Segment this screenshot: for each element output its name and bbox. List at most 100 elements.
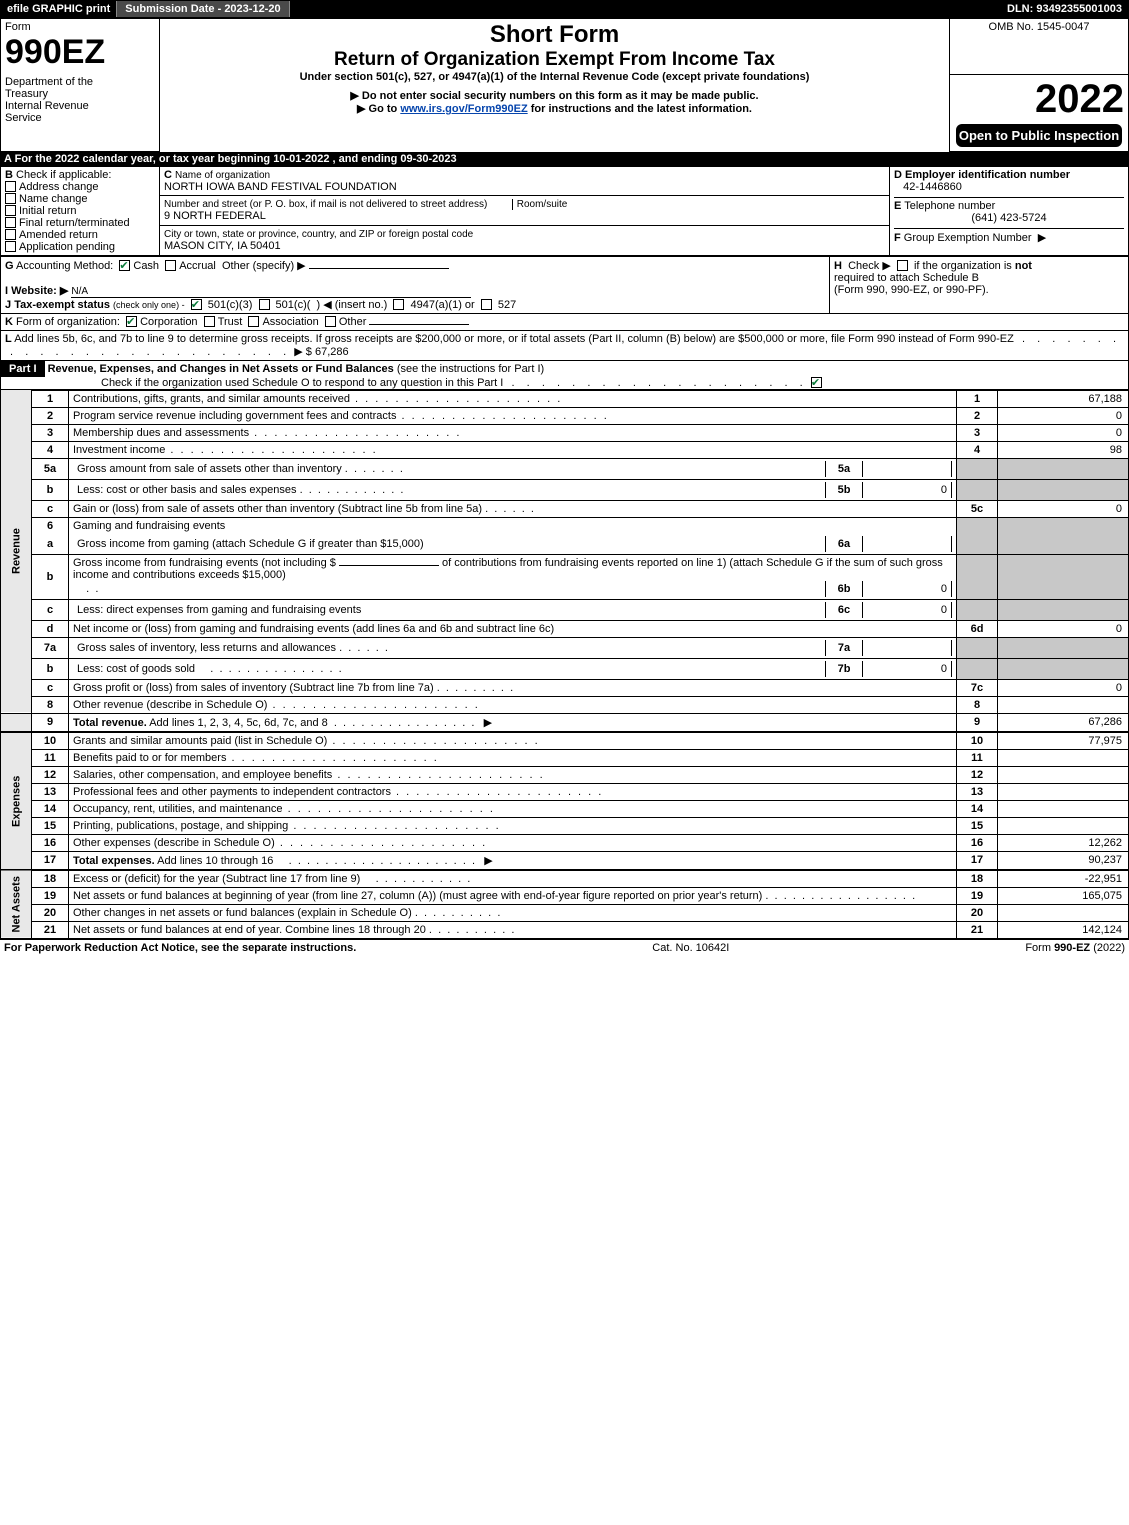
street-address: 9 NORTH FEDERAL xyxy=(164,210,266,222)
part1-title: Revenue, Expenses, and Changes in Net As… xyxy=(48,363,394,375)
website-label: Website: ▶ xyxy=(11,285,68,297)
assoc-checkbox[interactable] xyxy=(248,316,259,327)
under-section: Under section 501(c), 527, or 4947(a)(1)… xyxy=(164,71,945,83)
check-if-applicable: Check if applicable: xyxy=(16,169,111,181)
contrib-input[interactable] xyxy=(339,565,439,566)
line-21-val: 142,124 xyxy=(998,921,1129,938)
line-1-num: 1 xyxy=(32,390,69,407)
cash-label: Cash xyxy=(133,260,159,272)
line-8-val xyxy=(998,696,1129,713)
form-org-label: Form of organization: xyxy=(16,316,120,328)
opt-apppending: Application pending xyxy=(19,241,115,253)
line-5c-val: 0 xyxy=(998,500,1129,517)
schedule-o-checkbox[interactable] xyxy=(811,377,822,388)
line-7b-desc: Less: cost of goods sold xyxy=(77,663,195,675)
line-19-desc: Net assets or fund balances at beginning… xyxy=(73,890,762,902)
part1-table: Revenue 1 Contributions, gifts, grants, … xyxy=(0,390,1129,939)
line-4-box: 4 xyxy=(957,441,998,458)
footer-form-no: 990-EZ xyxy=(1054,942,1090,954)
goto-post: for instructions and the latest informat… xyxy=(531,103,752,115)
527-checkbox[interactable] xyxy=(481,299,492,310)
short-form-title: Short Form xyxy=(164,21,945,49)
other-org-checkbox[interactable] xyxy=(325,316,336,327)
line-6d-val: 0 xyxy=(998,620,1129,637)
line-20-desc: Other changes in net assets or fund bala… xyxy=(73,907,412,919)
line-7c-num: c xyxy=(32,679,69,696)
irs-link[interactable]: www.irs.gov/Form990EZ xyxy=(400,103,527,115)
arrow-icon: ▶ xyxy=(1038,232,1046,244)
line-17-desc-bold: Total expenses. xyxy=(73,855,155,867)
line-10-val: 77,975 xyxy=(998,732,1129,750)
other-specify-input[interactable] xyxy=(309,268,449,269)
501c-checkbox[interactable] xyxy=(259,299,270,310)
line-6a-desc: Gross income from gaming (attach Schedul… xyxy=(77,538,424,550)
sched-b-checkbox[interactable] xyxy=(897,260,908,271)
line-5c-box: 5c xyxy=(957,500,998,517)
line-7c-desc: Gross profit or (loss) from sales of inv… xyxy=(73,682,434,694)
line-9-desc: Total revenue. xyxy=(73,717,147,729)
efile-link[interactable]: efile GRAPHIC print xyxy=(1,1,116,17)
amended-return-checkbox[interactable] xyxy=(5,229,16,240)
line-6-num: 6 xyxy=(32,517,69,534)
letter-c: C xyxy=(164,169,172,181)
initial-return-checkbox[interactable] xyxy=(5,205,16,216)
expenses-side-label: Expenses xyxy=(1,732,32,870)
paperwork-notice: For Paperwork Reduction Act Notice, see … xyxy=(4,942,356,954)
line-4-desc: Investment income xyxy=(73,444,165,456)
other-org-input[interactable] xyxy=(369,324,469,325)
line-21-num: 21 xyxy=(32,921,69,938)
tax-exempt-sub: (check only one) - xyxy=(113,300,185,310)
ein-label: Employer identification number xyxy=(905,169,1070,181)
other-label: Other (specify) ▶ xyxy=(222,260,306,272)
line-17-num: 17 xyxy=(32,851,69,870)
line-6c-desc: Less: direct expenses from gaming and fu… xyxy=(77,604,361,616)
letter-b: B xyxy=(5,169,13,181)
addr-change-checkbox[interactable] xyxy=(5,181,16,192)
part1-sub: (see the instructions for Part I) xyxy=(397,363,544,375)
line-3-val: 0 xyxy=(998,424,1129,441)
line-3-box: 3 xyxy=(957,424,998,441)
line-6-desc: Gaming and fundraising events xyxy=(69,517,957,534)
line-14-box: 14 xyxy=(957,800,998,817)
tax-year: 2022 xyxy=(954,77,1124,122)
line-20-num: 20 xyxy=(32,904,69,921)
line-6b-desc: Gross income from fundraising events (no… xyxy=(73,557,336,569)
line-5b-desc: Less: cost or other basis and sales expe… xyxy=(77,484,297,496)
h-text1: if the organization is xyxy=(914,260,1015,272)
cash-checkbox[interactable] xyxy=(119,260,130,271)
trust-checkbox[interactable] xyxy=(204,316,215,327)
line-5a-num: 5a xyxy=(32,458,69,479)
501c3-checkbox[interactable] xyxy=(191,299,202,310)
line-6b-midbox: 6b xyxy=(826,581,863,597)
line-4-num: 4 xyxy=(32,441,69,458)
4947-checkbox[interactable] xyxy=(393,299,404,310)
line-2-box: 2 xyxy=(957,407,998,424)
line-2-desc: Program service revenue including govern… xyxy=(73,410,396,422)
letter-i: I xyxy=(5,285,8,297)
line-17-val: 90,237 xyxy=(998,851,1129,870)
line-18-val: -22,951 xyxy=(998,870,1129,888)
line-7a-midval xyxy=(863,640,952,656)
line-21-box: 21 xyxy=(957,921,998,938)
name-change-checkbox[interactable] xyxy=(5,193,16,204)
line-15-box: 15 xyxy=(957,817,998,834)
line-11-desc: Benefits paid to or for members xyxy=(73,752,226,764)
opt-assoc: Association xyxy=(262,316,318,328)
corp-checkbox[interactable] xyxy=(126,316,137,327)
line-4-val: 98 xyxy=(998,441,1129,458)
line-7b-midval: 0 xyxy=(863,661,952,677)
accrual-checkbox[interactable] xyxy=(165,260,176,271)
final-return-checkbox[interactable] xyxy=(5,217,16,228)
phone-label: Telephone number xyxy=(904,200,995,212)
line-19-num: 19 xyxy=(32,887,69,904)
letter-h: H xyxy=(834,260,842,272)
line-7b-midbox: 7b xyxy=(826,661,863,677)
line-2-num: 2 xyxy=(32,407,69,424)
line-13-desc: Professional fees and other payments to … xyxy=(73,786,391,798)
return-title: Return of Organization Exempt From Incom… xyxy=(164,49,945,71)
app-pending-checkbox[interactable] xyxy=(5,241,16,252)
line-12-desc: Salaries, other compensation, and employ… xyxy=(73,769,332,781)
letter-e: E xyxy=(894,200,901,212)
letter-a: A xyxy=(4,153,12,165)
gh-block: G Accounting Method: Cash Accrual Other … xyxy=(0,256,1129,314)
